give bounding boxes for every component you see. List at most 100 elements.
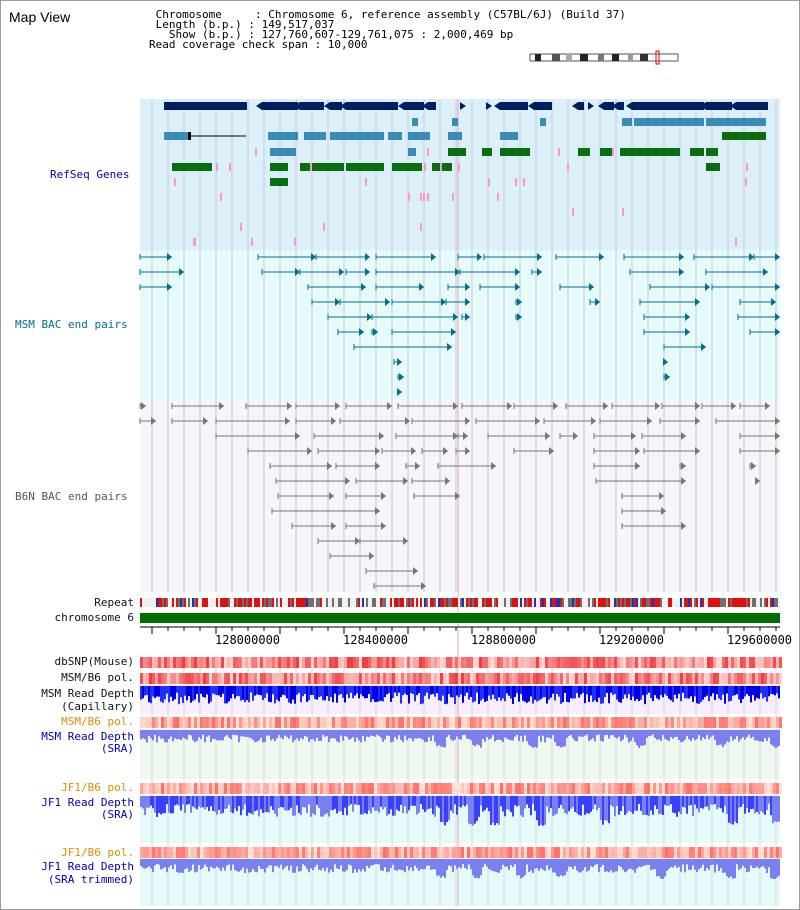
depth-bar — [758, 730, 760, 742]
polymorphism-cell — [755, 847, 758, 858]
depth-bar — [402, 796, 404, 814]
polymorphism-cell — [212, 673, 215, 684]
depth-bar — [634, 686, 636, 701]
polymorphism-cell — [167, 673, 170, 684]
track-label-msm-bac[interactable]: MSM BAC end pairs — [15, 318, 128, 331]
depth-bar — [360, 859, 362, 872]
depth-bar — [718, 859, 720, 872]
depth-bar — [654, 796, 656, 806]
msm-bac-pair-end — [335, 298, 340, 306]
polymorphism-cell — [770, 673, 773, 684]
depth-bar — [594, 796, 596, 805]
depth-bar — [460, 796, 462, 808]
depth-bar — [274, 686, 276, 704]
depth-bar — [344, 686, 346, 703]
depth-bar — [662, 859, 664, 879]
track-label-b6n-bac[interactable]: B6N BAC end pairs — [15, 490, 128, 503]
depth-bar — [730, 859, 732, 877]
polymorphism-cell — [614, 657, 617, 668]
depth-bar — [528, 730, 530, 745]
depth-bar — [722, 859, 724, 873]
polymorphism-cell — [743, 847, 746, 858]
polymorphism-cell — [302, 783, 305, 794]
depth-bar — [502, 686, 504, 699]
depth-bar — [604, 730, 606, 736]
depth-bar — [244, 730, 246, 737]
depth-bar — [398, 686, 400, 693]
polymorphism-cell — [314, 717, 317, 728]
track-label-msm-read-depth-sra[interactable]: MSM Read Depth — [41, 730, 134, 743]
track-label-msm-b6-pol-2[interactable]: MSM/B6 pol. — [61, 715, 134, 728]
depth-bar — [148, 796, 150, 808]
depth-bar — [160, 686, 162, 702]
depth-bar — [192, 730, 194, 741]
depth-bar — [314, 730, 316, 742]
polymorphism-cell — [740, 657, 743, 668]
depth-bar — [446, 859, 448, 870]
polymorphism-cell — [308, 783, 311, 794]
repeat-mark — [558, 598, 560, 607]
polymorphism-cell — [410, 717, 413, 728]
depth-bar — [720, 859, 722, 869]
depth-bar — [670, 859, 672, 868]
polymorphism-cell — [545, 783, 548, 794]
depth-bar — [588, 730, 590, 742]
depth-bar — [654, 686, 656, 696]
depth-bar — [320, 730, 322, 741]
depth-bar — [718, 686, 720, 699]
depth-bar — [312, 859, 314, 871]
depth-bar — [540, 796, 542, 825]
polymorphism-cell — [380, 673, 383, 684]
gene-minor — [440, 163, 442, 171]
polymorphism-cell — [212, 847, 215, 858]
depth-bar — [646, 730, 648, 738]
track-label-msm-b6-pol[interactable]: MSM/B6 pol. — [61, 671, 134, 684]
depth-bar — [144, 730, 146, 740]
track-label-jf1-b6-pol-2[interactable]: JF1/B6 pol. — [61, 846, 134, 859]
polymorphism-cell — [776, 673, 779, 684]
polymorphism-cell — [770, 847, 773, 858]
depth-bar — [662, 796, 664, 816]
depth-bar — [752, 859, 754, 868]
track-label-refseq-genes[interactable]: RefSeq Genes — [50, 168, 130, 181]
depth-bar — [292, 686, 294, 700]
polymorphism-cell — [779, 847, 782, 858]
polymorphism-cell — [437, 717, 440, 728]
polymorphism-cell — [575, 847, 578, 858]
depth-bar — [216, 730, 218, 741]
polymorphism-cell — [326, 717, 329, 728]
b6n-bac-pair-end — [453, 402, 458, 410]
polymorphism-cell — [737, 783, 740, 794]
polymorphism-cell — [461, 657, 464, 668]
gene-block — [408, 132, 430, 140]
b6n-bac-pair-end — [465, 447, 470, 455]
polymorphism-cell — [602, 783, 605, 794]
depth-bar — [482, 796, 484, 812]
polymorphism-cell — [749, 847, 752, 858]
track-label-dbsnp[interactable]: dbSNP(Mouse) — [54, 655, 134, 668]
track-label-jf1-read-depth[interactable]: JF1 Read Depth — [41, 796, 134, 809]
polymorphism-cell — [338, 783, 341, 794]
depth-bar — [620, 686, 622, 703]
track-label-msm-read-depth-capillary[interactable]: MSM Read Depth — [41, 687, 134, 700]
polymorphism-cell — [584, 657, 587, 668]
depth-bar — [312, 730, 314, 740]
track-label-repeat[interactable]: Repeat — [94, 596, 134, 609]
track-label-jf1-b6-pol[interactable]: JF1/B6 pol. — [61, 781, 134, 794]
polymorphism-cell — [227, 847, 230, 858]
polymorphism-cell — [593, 847, 596, 858]
polymorphism-cell — [371, 783, 374, 794]
polymorphism-cell — [158, 657, 161, 668]
depth-bar — [550, 686, 552, 698]
depth-bar — [770, 730, 772, 745]
depth-bar — [424, 730, 426, 743]
depth-bar — [624, 796, 626, 815]
depth-bar — [160, 859, 162, 870]
depth-bar — [616, 796, 618, 806]
depth-bar — [700, 686, 702, 702]
polymorphism-cell — [161, 783, 164, 794]
track-label-jf1-read-depth-trimmed[interactable]: JF1 Read Depth — [41, 860, 134, 873]
polymorphism-cell — [545, 847, 548, 858]
depth-bar — [434, 796, 436, 817]
depth-bar — [432, 796, 434, 815]
